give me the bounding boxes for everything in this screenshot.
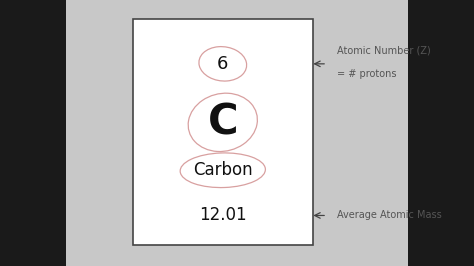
Text: C: C	[208, 101, 238, 143]
Text: Average Atomic Mass: Average Atomic Mass	[337, 210, 441, 221]
Text: = # protons: = # protons	[337, 69, 396, 80]
FancyBboxPatch shape	[133, 19, 313, 245]
Text: Carbon: Carbon	[193, 161, 253, 179]
Text: 12.01: 12.01	[199, 206, 246, 225]
Text: Atomic Number (Z): Atomic Number (Z)	[337, 45, 430, 56]
FancyBboxPatch shape	[66, 0, 408, 266]
Text: 6: 6	[217, 55, 228, 73]
